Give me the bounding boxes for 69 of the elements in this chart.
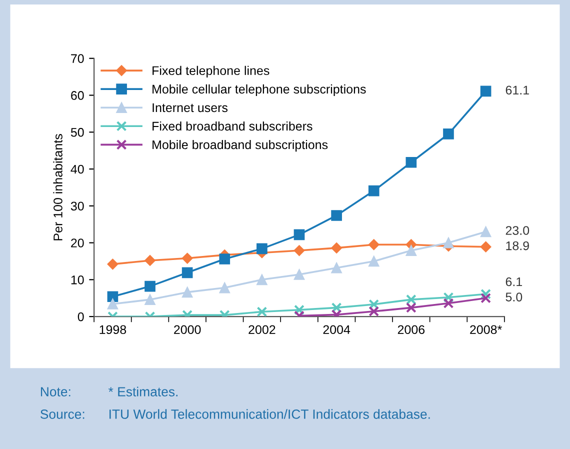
point <box>331 242 342 254</box>
point <box>107 298 118 310</box>
point <box>480 226 492 238</box>
x-tick-label: 2008* <box>470 325 502 334</box>
y-tick-label: 50 <box>70 128 84 137</box>
point <box>144 294 156 305</box>
point <box>219 282 230 294</box>
point <box>182 286 193 298</box>
y-tick-label: 0 <box>78 312 84 322</box>
point <box>406 156 417 168</box>
point <box>368 299 380 310</box>
point <box>443 292 454 303</box>
point <box>331 302 342 313</box>
point <box>256 274 268 286</box>
point <box>294 304 304 316</box>
point <box>256 243 268 254</box>
point <box>368 306 380 317</box>
point <box>406 245 417 256</box>
legend-label: Internet users <box>152 103 228 112</box>
point <box>443 237 454 248</box>
x-tick-label: 2004 <box>323 325 350 334</box>
point <box>294 245 305 256</box>
point <box>406 302 416 313</box>
text: ITU World Telecommunication/ICT Indicators database. <box>110 409 430 419</box>
point <box>107 291 118 302</box>
data-label: 5.0 <box>506 292 522 302</box>
y-tick-label: 70 <box>71 54 84 64</box>
point <box>368 185 380 196</box>
y-axis-title: Per 100 inhabitants <box>53 134 62 240</box>
point <box>406 294 416 305</box>
point <box>443 128 454 140</box>
point <box>294 229 305 240</box>
legend-label: Fixed broadband subscribers <box>152 121 312 131</box>
y-tick-label: 30 <box>70 202 84 211</box>
x-tick-label: 2002 <box>248 325 276 334</box>
legend-label: Mobile broadband subscriptions <box>152 140 328 152</box>
point <box>182 252 193 264</box>
y-tick-label: 60 <box>71 91 84 100</box>
point <box>182 267 193 278</box>
point <box>294 269 305 280</box>
data-label: 23.0 <box>506 226 530 235</box>
point <box>256 306 268 317</box>
point <box>144 255 156 266</box>
x-tick-label: 2000 <box>174 325 201 334</box>
x-tick-label: 2006 <box>398 325 425 334</box>
source-note: Source: <box>40 410 84 419</box>
point <box>443 298 454 308</box>
point <box>107 258 118 270</box>
point <box>368 239 380 250</box>
text: * Estimates. <box>108 386 178 396</box>
point <box>331 262 342 274</box>
y-tick-label: 10 <box>71 275 84 284</box>
point <box>480 292 492 304</box>
data-label: 61.1 <box>506 86 529 95</box>
legend-label: Fixed telephone lines <box>152 66 270 78</box>
data-label: 18.9 <box>506 241 529 250</box>
point <box>368 256 380 267</box>
y-tick-label: 40 <box>70 164 84 174</box>
y-tick-label: 20 <box>71 238 84 248</box>
data-label: 6.1 <box>506 277 522 286</box>
point <box>144 280 156 292</box>
point <box>219 254 230 264</box>
legend-label: Mobile cellular telephone subscriptions <box>152 84 366 96</box>
x-tick-label: 1998 <box>100 325 126 334</box>
point <box>480 241 492 252</box>
point <box>331 210 342 221</box>
text: Note: <box>40 387 70 396</box>
point <box>480 86 492 97</box>
point <box>480 288 492 300</box>
